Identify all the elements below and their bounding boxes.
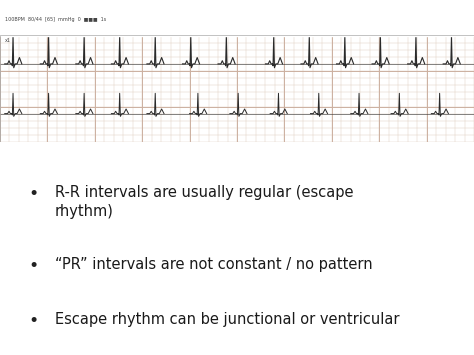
Text: •: • (28, 185, 38, 203)
Text: •: • (28, 312, 38, 331)
Text: •: • (28, 257, 38, 275)
Bar (0, 36, 474, 142)
Text: Escape rhythm can be junctional or ventricular: Escape rhythm can be junctional or ventr… (55, 312, 399, 327)
Text: “PR” intervals are not constant / no pattern: “PR” intervals are not constant / no pat… (55, 257, 372, 272)
Text: R-R intervals are usually regular (escape
rhythm): R-R intervals are usually regular (escap… (55, 185, 353, 219)
Bar (0, 0, 474, 36)
Text: x1: x1 (5, 38, 11, 43)
Text: 100BPM  80/44  [65]  mmHg  0  ■■■  1s: 100BPM 80/44 [65] mmHg 0 ■■■ 1s (5, 17, 106, 22)
